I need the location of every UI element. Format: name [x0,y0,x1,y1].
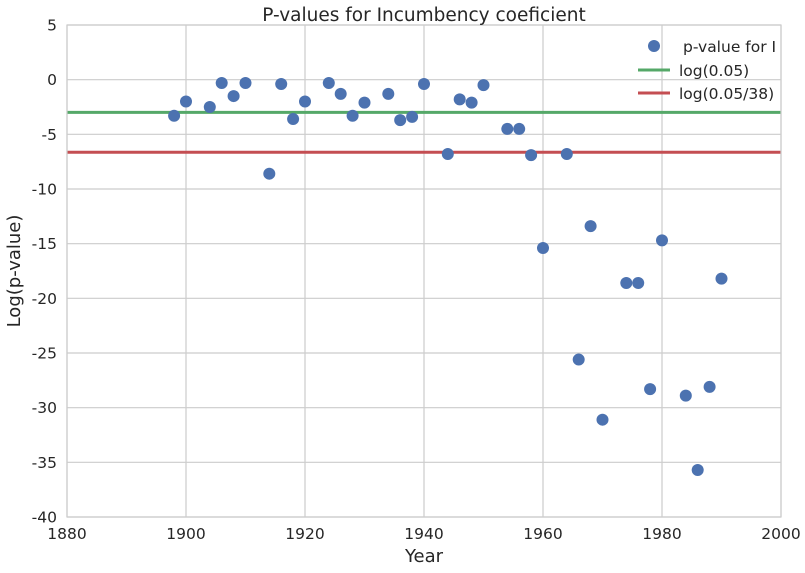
y-tick-labels: 5 0 -5 -10 -15 -20 -25 -30 -35 -40 [32,17,57,527]
data-point [203,101,216,113]
data-point [560,148,573,161]
data-point [227,90,240,103]
data-point [584,220,597,233]
legend-label-line2: log(0.05/38) [679,85,774,103]
y-tick-label: -20 [32,290,57,308]
data-point [406,110,419,123]
x-axis-label: Year [404,546,444,567]
data-point [358,96,371,109]
data-point [334,87,347,100]
y-axis-label: Log(p-value) [4,215,25,328]
data-point [632,277,645,290]
x-tick-label: 2000 [761,525,800,543]
y-tick-label: -5 [42,126,57,144]
data-point [715,272,728,285]
data-point [453,93,466,106]
data-point [275,78,288,91]
data-point [644,383,657,396]
threshold-lines [67,110,781,154]
data-point [299,95,311,108]
data-point [322,76,335,89]
x-tick-label: 1880 [47,525,86,543]
data-points [168,76,728,476]
x-tick-label: 1980 [642,525,681,543]
legend: p-value for I log(0.05) log(0.05/38) [638,38,776,103]
data-point [168,109,181,122]
y-tick-label: -35 [32,454,57,472]
data-point [525,149,538,162]
data-point [239,76,252,89]
chart-title: P-values for Incumbency coeficient [262,5,585,26]
data-point [215,76,228,89]
x-tick-label: 1960 [523,525,562,543]
legend-marker-points [648,40,660,52]
data-point [537,242,549,255]
data-point [382,87,395,100]
data-point [691,463,704,476]
data-point [572,353,585,366]
x-tick-label: 1900 [166,525,205,543]
data-point [596,413,609,426]
y-tick-label: -10 [32,181,57,199]
plot-frame [66,24,782,518]
data-point [477,79,490,92]
x-tick-label: 1940 [404,525,443,543]
data-point [418,78,430,91]
data-point [465,96,478,109]
y-tick-label: 0 [47,71,57,89]
x-tick-label: 1920 [285,525,324,543]
y-tick-label: -30 [32,399,57,417]
legend-label-points: p-value for I [683,38,776,56]
data-point [441,148,454,161]
data-point [394,114,407,127]
y-tick-label: 5 [47,17,57,35]
data-point [703,380,716,393]
x-tick-labels: 1880 1900 1920 1940 1960 1980 2000 [47,525,800,543]
data-point [656,234,668,247]
y-tick-label: -25 [32,345,57,363]
data-point [679,389,692,402]
y-tick-label: -40 [32,509,57,527]
data-point [263,167,276,180]
data-point [501,122,514,135]
data-point [287,113,300,126]
data-point [346,109,359,122]
y-tick-label: -15 [32,235,57,253]
data-point [513,122,526,135]
data-point [620,277,633,290]
data-point [180,95,192,108]
legend-label-line1: log(0.05) [679,62,749,80]
